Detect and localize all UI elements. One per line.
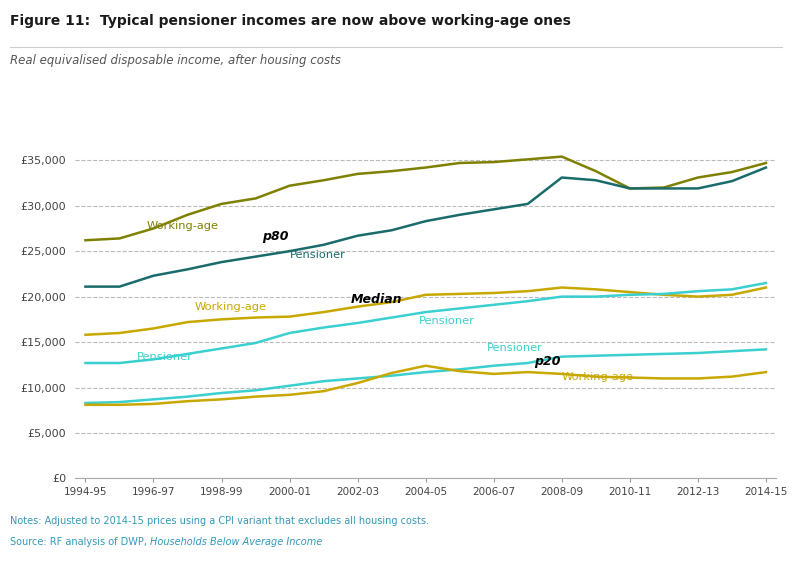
Text: Households Below Average Income: Households Below Average Income	[150, 537, 322, 547]
Text: Working-age: Working-age	[562, 372, 634, 382]
Text: Pensioner: Pensioner	[290, 250, 345, 260]
Text: Pensioner: Pensioner	[136, 352, 192, 362]
Text: Notes: Adjusted to 2014-15 prices using a CPI variant that excludes all housing : Notes: Adjusted to 2014-15 prices using …	[10, 516, 428, 525]
Text: Median: Median	[351, 293, 402, 306]
Text: Working-age: Working-age	[147, 221, 219, 231]
Text: Working-age: Working-age	[194, 301, 266, 312]
Text: Source: RF analysis of DWP,: Source: RF analysis of DWP,	[10, 537, 150, 547]
Text: Pensioner: Pensioner	[487, 343, 543, 352]
Text: Pensioner: Pensioner	[419, 316, 474, 326]
Text: p80: p80	[262, 230, 289, 243]
Text: Real equivalised disposable income, after housing costs: Real equivalised disposable income, afte…	[10, 54, 341, 68]
Text: Figure 11:  Typical pensioner incomes are now above working-age ones: Figure 11: Typical pensioner incomes are…	[10, 14, 570, 28]
Text: p20: p20	[535, 355, 561, 368]
